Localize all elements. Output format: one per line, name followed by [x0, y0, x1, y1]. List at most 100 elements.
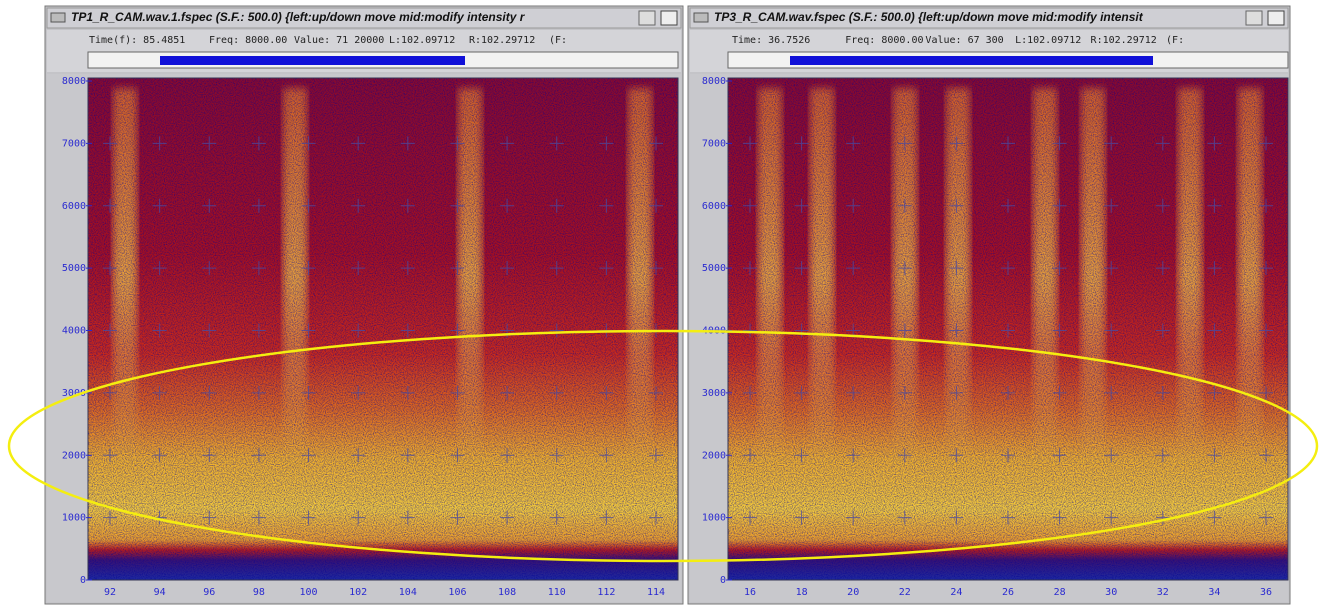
grid-cross — [599, 198, 614, 213]
scrollbar-thumb[interactable] — [790, 56, 1153, 65]
grid-cross — [1104, 510, 1119, 525]
grid-cross — [549, 136, 564, 151]
grid-cross — [450, 136, 465, 151]
y-tick-label: 5000 — [702, 263, 726, 274]
grid-cross — [599, 385, 614, 400]
grid-cross — [351, 385, 366, 400]
grid-cross — [103, 261, 117, 276]
x-tick-label: 110 — [548, 587, 566, 598]
grid-cross — [549, 198, 564, 213]
grid-cross — [1104, 198, 1119, 213]
grid-cross — [1001, 198, 1015, 213]
minimize-button[interactable] — [638, 10, 656, 26]
grid-cross — [1001, 385, 1015, 400]
grid-cross — [103, 448, 117, 463]
grid-cross — [500, 198, 515, 213]
x-tick-label: 114 — [647, 587, 665, 598]
x-tick-label: 18 — [796, 587, 808, 598]
grid-cross — [1155, 448, 1170, 463]
x-tick-label: 112 — [597, 587, 615, 598]
grid-cross — [949, 510, 964, 525]
grid-cross — [949, 385, 964, 400]
x-tick-label: 92 — [104, 587, 116, 598]
grid-cross — [152, 261, 167, 276]
grid-cross — [202, 323, 217, 338]
grid-cross — [251, 136, 266, 151]
grid-cross — [649, 136, 663, 151]
x-tick-label: 24 — [950, 587, 962, 598]
info-field: Value: 71 20000 — [294, 35, 384, 46]
grid-cross — [400, 510, 415, 525]
x-tick-label: 100 — [300, 587, 318, 598]
grid-cross — [1207, 510, 1222, 525]
grid-cross — [743, 323, 757, 338]
grid-cross — [897, 448, 912, 463]
grid-cross — [251, 323, 266, 338]
y-tick-label: 6000 — [702, 201, 726, 212]
info-field: Time(f): 85.4851 — [89, 35, 185, 46]
grid-cross — [202, 385, 217, 400]
grid-cross — [1001, 136, 1015, 151]
grid-cross — [351, 261, 366, 276]
grid-cross — [1259, 448, 1273, 463]
window-title: TP3_R_CAM.wav.fspec (S.F.: 500.0) {left:… — [714, 10, 1144, 24]
x-tick-label: 26 — [1002, 587, 1014, 598]
grid-cross — [351, 198, 366, 213]
grid-cross — [897, 323, 912, 338]
grid-cross — [103, 385, 117, 400]
window-menu-button[interactable] — [50, 12, 66, 23]
window: TP3_R_CAM.wav.fspec (S.F.: 500.0) {left:… — [687, 5, 1291, 605]
grid-cross — [152, 136, 167, 151]
grid-cross — [949, 198, 964, 213]
grid-cross — [949, 448, 964, 463]
grid-cross — [897, 198, 912, 213]
grid-cross — [743, 261, 757, 276]
info-field: R:102.29712 — [469, 35, 535, 46]
grid-cross — [549, 448, 564, 463]
x-tick-label: 30 — [1105, 587, 1117, 598]
grid-cross — [743, 385, 757, 400]
info-field: (F: — [1166, 35, 1184, 46]
grid-cross — [1259, 510, 1273, 525]
info-field: Value: 67 300 — [925, 35, 1003, 46]
x-tick-label: 32 — [1157, 587, 1169, 598]
x-tick-label: 28 — [1054, 587, 1066, 598]
grid-cross — [450, 510, 465, 525]
x-tick-label: 22 — [899, 587, 911, 598]
x-tick-label: 106 — [448, 587, 466, 598]
grid-cross — [794, 261, 809, 276]
grid-cross — [1155, 510, 1170, 525]
grid-cross — [743, 198, 757, 213]
y-tick-label: 6000 — [62, 201, 86, 212]
maximize-button[interactable] — [660, 10, 678, 26]
spectrogram-noise — [88, 78, 678, 580]
grid-cross — [251, 261, 266, 276]
y-tick-label: 0 — [720, 575, 726, 586]
grid-cross — [1207, 198, 1222, 213]
grid-cross — [202, 198, 217, 213]
grid-cross — [251, 385, 266, 400]
grid-cross — [1104, 448, 1119, 463]
grid-cross — [450, 261, 465, 276]
grid-cross — [794, 198, 809, 213]
minimize-button[interactable] — [1245, 10, 1263, 26]
grid-cross — [846, 385, 861, 400]
grid-cross — [649, 448, 663, 463]
y-tick-label: 5000 — [62, 263, 86, 274]
maximize-button[interactable] — [1267, 10, 1285, 26]
grid-cross — [846, 261, 861, 276]
scrollbar-thumb[interactable] — [160, 56, 465, 65]
grid-cross — [301, 448, 316, 463]
grid-cross — [152, 385, 167, 400]
window-menu-button[interactable] — [693, 12, 709, 23]
grid-cross — [301, 198, 316, 213]
grid-cross — [400, 198, 415, 213]
title-bar — [46, 7, 682, 29]
highlight-ellipse — [7, 329, 1319, 563]
grid-cross — [1259, 198, 1273, 213]
grid-cross — [846, 136, 861, 151]
grid-cross — [649, 261, 663, 276]
grid-cross — [897, 510, 912, 525]
grid-cross — [251, 198, 266, 213]
